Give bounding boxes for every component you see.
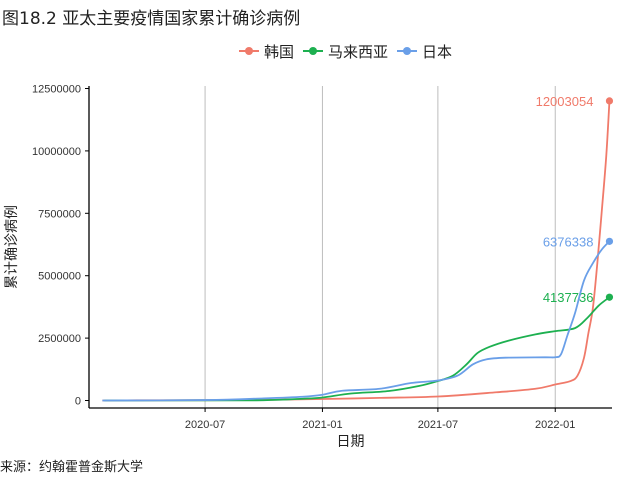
x-tick-label: 2021-07 — [418, 419, 458, 431]
legend-item-2: 日本 — [396, 41, 452, 62]
x-tick-label: 2021-01 — [302, 419, 342, 431]
series-end-point-0 — [605, 97, 614, 105]
legend-key-1 — [302, 43, 324, 59]
series-end-point-1 — [605, 293, 614, 301]
series-end-label-2: 6376338 — [543, 234, 594, 249]
y-axis-title: 累计确诊病例 — [4, 205, 20, 289]
x-axis-title: 日期 — [337, 434, 365, 450]
figure-title: 图18.2 亚太主要疫情国家累计确诊病例 — [2, 9, 301, 29]
legend-label-0: 韩国 — [264, 42, 295, 61]
source-note: 来源：约翰霍普金斯大学 — [0, 460, 144, 475]
series-end-label-1: 4137736 — [543, 290, 594, 305]
y-tick-label: 5000000 — [38, 271, 81, 283]
y-tick-label: 10000000 — [32, 146, 81, 158]
y-tick-label: 0 — [75, 396, 81, 408]
legend: 韩国 马来西亚 日本 — [238, 41, 460, 61]
series-line-0 — [102, 100, 611, 402]
series-line-1 — [104, 296, 611, 402]
y-tick-label: 7500000 — [38, 208, 81, 220]
legend-item-1: 马来西亚 — [302, 41, 388, 62]
legend-key-0 — [238, 43, 260, 59]
y-tick-label: 2500000 — [38, 333, 81, 345]
y-tick-label: 12500000 — [32, 83, 81, 95]
x-tick-label: 2022-01 — [535, 419, 575, 431]
legend-label-2: 日本 — [422, 42, 453, 61]
legend-label-1: 马来西亚 — [328, 42, 389, 61]
legend-key-2 — [396, 43, 418, 59]
x-tick-label: 2020-07 — [185, 419, 225, 431]
series-end-label-0: 12003054 — [536, 94, 594, 109]
legend-item-0: 韩国 — [238, 41, 294, 62]
series-end-point-2 — [605, 237, 614, 245]
series-line-2 — [102, 240, 611, 402]
